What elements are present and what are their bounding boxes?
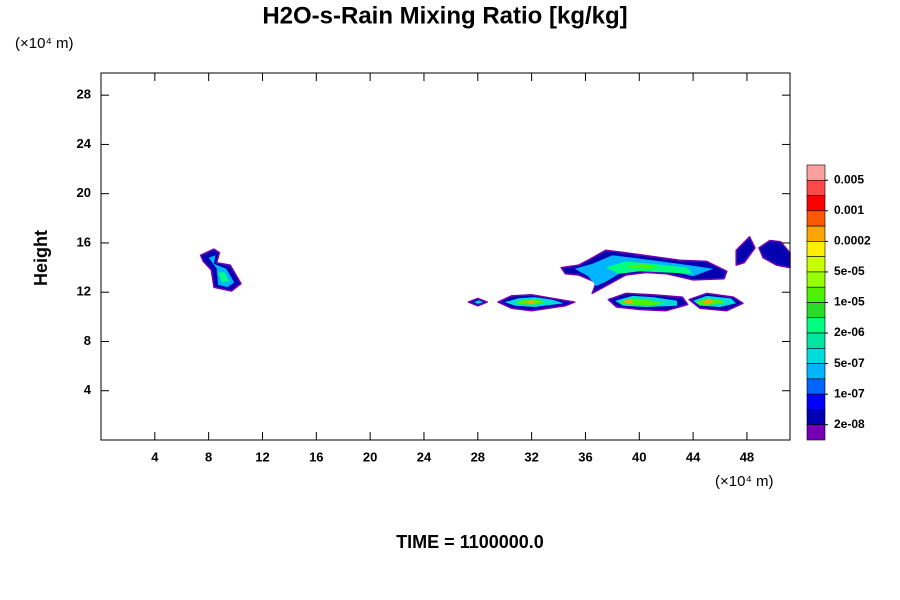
x-tick-label: 48 — [740, 449, 754, 464]
x-tick-label: 28 — [471, 449, 485, 464]
colorbar-box — [806, 256, 826, 273]
time-annotation: TIME = 1100000.0 — [396, 532, 544, 552]
plot-frame — [100, 72, 791, 441]
y-tick-label: 12 — [77, 284, 91, 299]
contour-region — [218, 272, 229, 283]
x-tick-label: 32 — [524, 449, 538, 464]
colorbar-box — [806, 393, 826, 410]
contour-region — [758, 239, 791, 269]
colorbar-label: 1e-05 — [834, 295, 865, 309]
x-tick-label: 44 — [686, 449, 701, 464]
colorbar-box — [806, 179, 826, 196]
colorbar-label: 2e-08 — [834, 417, 865, 431]
x-tick-label: 4 — [151, 449, 159, 464]
colorbar-box — [806, 241, 826, 257]
colorbar-box — [806, 378, 826, 395]
colorbar-box — [806, 302, 826, 319]
contour-region — [625, 263, 660, 269]
colorbar-box — [806, 164, 826, 181]
x-tick-label: 36 — [578, 449, 592, 464]
y-tick-label: 28 — [77, 87, 91, 102]
x-tick-label: 24 — [417, 449, 432, 464]
y-tick-label: 16 — [77, 234, 91, 249]
x-tick-label: 8 — [205, 449, 212, 464]
colorbar-box — [806, 332, 826, 349]
y-tick-label: 24 — [77, 136, 92, 151]
contour-region — [574, 255, 714, 287]
colorbar-box — [806, 348, 826, 364]
x-tick-label: 20 — [363, 449, 377, 464]
colorbar-label: 5e-07 — [834, 356, 865, 370]
y-unit: (×10⁴ m) — [15, 35, 74, 52]
x-unit: (×10⁴ m) — [715, 473, 774, 490]
chart-title: H2O-s-Rain Mixing Ratio [kg/kg] — [262, 2, 627, 29]
colorbar-label: 0.0002 — [834, 234, 871, 248]
colorbar-box — [806, 225, 826, 242]
colorbar-box — [806, 317, 826, 334]
y-tick-label: 4 — [84, 382, 92, 397]
colorbar-box — [806, 195, 826, 212]
colorbar-label: 0.005 — [834, 172, 864, 186]
contour-region — [526, 300, 536, 304]
colorbar-label: 0.001 — [834, 203, 864, 217]
y-tick-label: 20 — [77, 185, 91, 200]
x-tick-label: 16 — [309, 449, 323, 464]
colorbar-box — [806, 409, 826, 426]
contour-region — [473, 300, 484, 304]
x-tick-label: 40 — [632, 449, 646, 464]
colorbar-label: 1e-07 — [834, 386, 865, 400]
contour-region — [619, 298, 667, 306]
contour-region — [735, 236, 756, 266]
colorbar-label: 5e-05 — [834, 264, 865, 278]
contour-region — [623, 299, 634, 304]
colorbar-box — [806, 286, 826, 303]
contour-region — [702, 299, 714, 305]
colorbar-box — [806, 210, 826, 227]
colorbar-label: 2e-06 — [834, 325, 865, 339]
colorbar-box — [806, 271, 826, 288]
colorbar-box — [806, 363, 826, 380]
y-tick-label: 8 — [84, 333, 91, 348]
x-tick-label: 12 — [255, 449, 269, 464]
y-axis-label: Height — [31, 230, 51, 286]
colorbar-box — [806, 424, 826, 441]
